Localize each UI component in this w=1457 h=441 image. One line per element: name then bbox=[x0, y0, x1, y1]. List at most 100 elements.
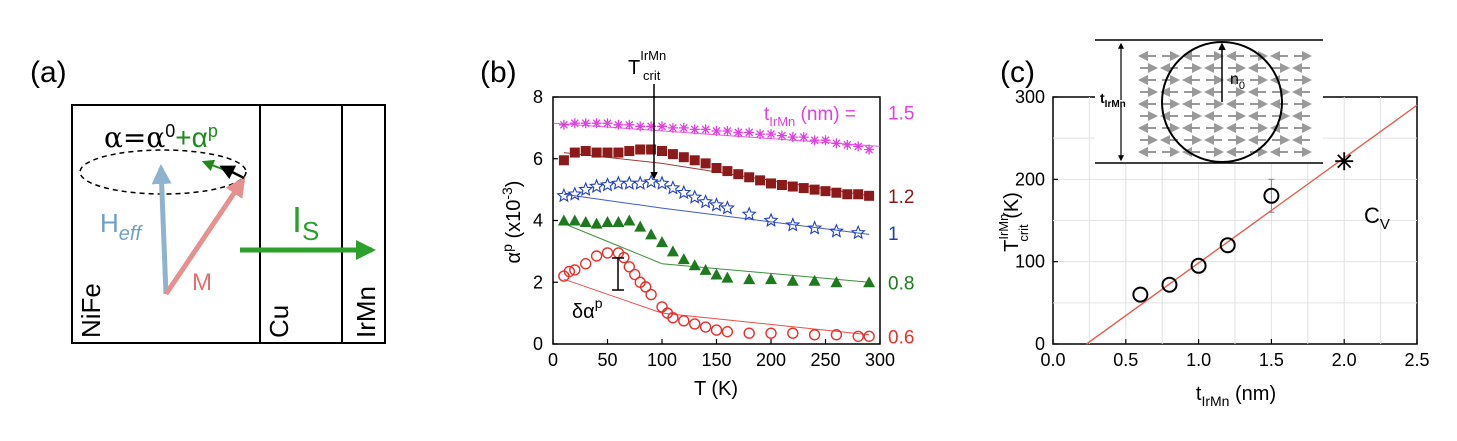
data-point bbox=[842, 139, 853, 150]
layer-cu: Cu bbox=[264, 305, 294, 338]
plot-c-axes: 0.0 0.5 1.0 1.5 2.0 2.5 0 100 200 300 bbox=[1015, 87, 1430, 370]
inset-domain-sketch: n0 tIrMn bbox=[1095, 39, 1323, 164]
data-point bbox=[744, 127, 755, 138]
data-point bbox=[657, 121, 667, 132]
data-point bbox=[569, 118, 580, 129]
data-point bbox=[656, 301, 668, 313]
data-point bbox=[850, 224, 866, 240]
data-point bbox=[569, 147, 580, 158]
data-point bbox=[635, 121, 646, 132]
data-point bbox=[563, 265, 576, 278]
data-point bbox=[590, 217, 603, 229]
data-point bbox=[612, 216, 625, 228]
x-tick-label: 0 bbox=[548, 350, 558, 370]
data-point bbox=[741, 206, 757, 221]
data-point bbox=[721, 271, 734, 283]
data-point bbox=[830, 276, 843, 288]
series-label: 1 bbox=[888, 224, 899, 245]
data-point bbox=[808, 274, 821, 286]
data-point bbox=[678, 152, 689, 163]
series-label: 0.6 bbox=[888, 327, 914, 348]
plot-b-markers bbox=[556, 118, 876, 342]
data-point bbox=[787, 327, 799, 339]
spin-arrows bbox=[1138, 51, 1312, 157]
data-point bbox=[689, 124, 700, 135]
data-point bbox=[765, 273, 777, 285]
data-point bbox=[831, 138, 842, 149]
data-point bbox=[634, 220, 647, 232]
data-point bbox=[667, 149, 678, 160]
y-tick-label: 300 bbox=[1015, 87, 1045, 107]
x-tick-label: 1.5 bbox=[1259, 350, 1284, 370]
data-point bbox=[666, 245, 679, 257]
data-point bbox=[733, 127, 744, 138]
data-point bbox=[580, 258, 592, 270]
data-point bbox=[601, 216, 614, 228]
data-point bbox=[557, 214, 570, 226]
data-point bbox=[667, 312, 679, 324]
data-point bbox=[687, 189, 703, 204]
data-point bbox=[798, 132, 809, 143]
fit-line-0.8 bbox=[563, 223, 870, 283]
data-point bbox=[776, 130, 787, 141]
series-label: 1.2 bbox=[888, 187, 914, 208]
x-tick-label: 0.5 bbox=[1113, 350, 1138, 370]
data-point bbox=[678, 122, 689, 133]
n0-label: n0 bbox=[1230, 71, 1245, 92]
x-tick-label: 0.0 bbox=[1040, 350, 1065, 370]
data-point bbox=[558, 119, 569, 130]
data-point bbox=[579, 216, 592, 228]
plot-b-xlabel: T (K) bbox=[694, 378, 738, 400]
cv-point bbox=[1335, 152, 1354, 171]
data-point bbox=[601, 247, 614, 259]
data-point bbox=[853, 141, 864, 152]
data-point bbox=[689, 318, 701, 330]
data-point bbox=[700, 158, 711, 169]
data-point bbox=[786, 274, 799, 286]
x-tick-label: 100 bbox=[647, 350, 677, 370]
data-point bbox=[864, 190, 875, 201]
data-point bbox=[646, 144, 657, 155]
data-point bbox=[689, 155, 700, 166]
stack-frame bbox=[71, 104, 386, 344]
data-point bbox=[820, 135, 831, 146]
x-tick-label: 300 bbox=[865, 350, 895, 370]
data-point bbox=[589, 178, 605, 193]
data-point bbox=[578, 181, 594, 197]
data-point bbox=[809, 135, 820, 146]
x-tick-label: 250 bbox=[810, 350, 840, 370]
data-point bbox=[852, 330, 864, 342]
data-point bbox=[1190, 257, 1207, 274]
delta-alpha-label: δαp bbox=[572, 295, 603, 323]
data-point bbox=[645, 228, 658, 240]
x-tick-label: 1.0 bbox=[1186, 350, 1211, 370]
y-tick-label: 6 bbox=[533, 149, 543, 169]
panel-b: (b) 0 50 100 150 200 250 300 0 2 4 6 8 1.5 1.2 1 0.8 0.… bbox=[480, 48, 914, 400]
data-point bbox=[807, 220, 823, 235]
tcrit-annotation: TIrMn crit bbox=[628, 48, 666, 83]
plot-b-series-labels: 1.5 1.2 1 0.8 0.6 bbox=[888, 103, 914, 348]
data-point bbox=[591, 118, 602, 129]
data-point bbox=[580, 146, 591, 157]
fit-line-0.6 bbox=[563, 278, 870, 336]
data-point bbox=[785, 217, 801, 232]
y-tick-label: 0 bbox=[1035, 334, 1045, 354]
damping-arrow-green bbox=[201, 159, 231, 173]
data-point bbox=[863, 276, 876, 288]
panel-c: (c) 0.0 0.5 1.0 1.5 2.0 2.5 0 100 200 300 CV tIrM… bbox=[996, 39, 1430, 409]
data-point bbox=[1132, 286, 1149, 303]
y-tick-label: 100 bbox=[1015, 252, 1045, 272]
is-label: IS bbox=[292, 199, 319, 246]
thickness-label: tIrMn bbox=[1100, 90, 1126, 110]
data-point bbox=[765, 327, 777, 339]
data-point bbox=[591, 147, 602, 158]
data-point bbox=[710, 324, 723, 336]
data-point bbox=[776, 179, 787, 190]
data-point bbox=[613, 119, 624, 130]
data-point bbox=[744, 172, 755, 183]
plot-c-xlabel: tIrMn (nm) bbox=[1196, 383, 1276, 409]
data-point bbox=[828, 223, 844, 238]
heff-arrow bbox=[151, 164, 172, 295]
data-point bbox=[623, 261, 635, 273]
plot-c-ylabel: TIrMn crit (K) bbox=[996, 192, 1031, 252]
